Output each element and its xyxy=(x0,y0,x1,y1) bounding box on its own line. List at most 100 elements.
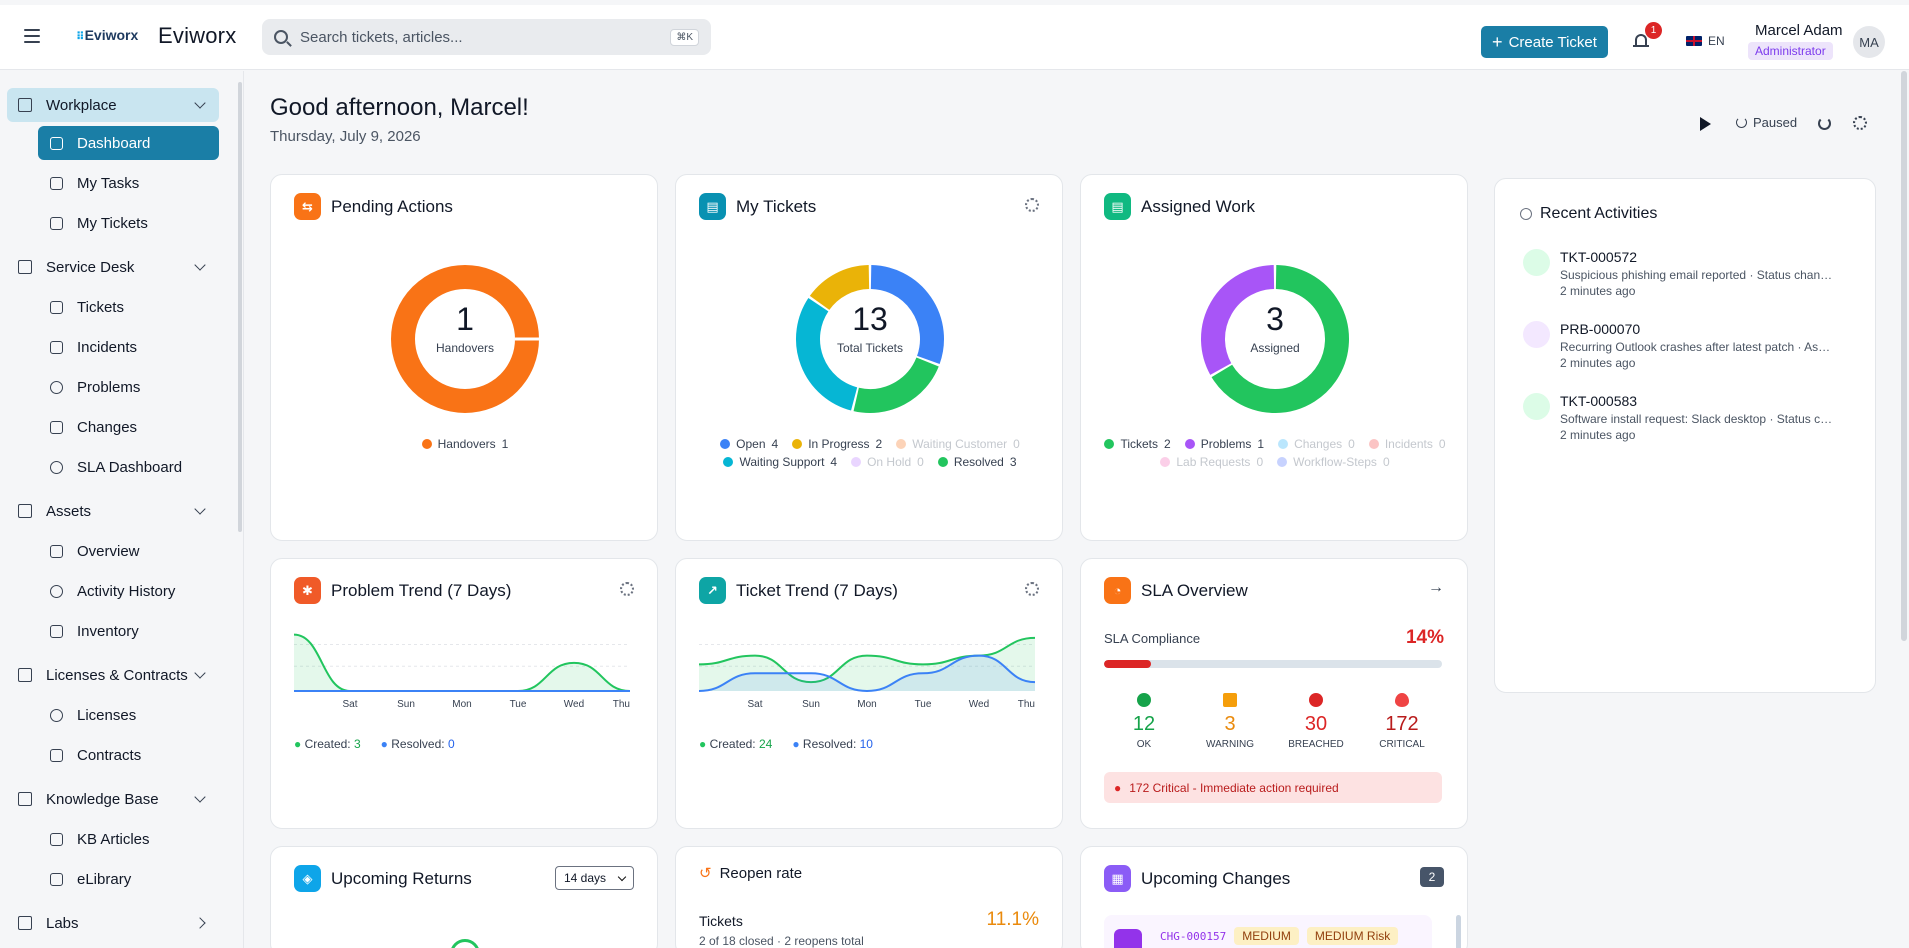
sidebar-item-my-tickets[interactable]: My Tickets xyxy=(38,206,219,240)
legend-item-changes[interactable]: Changes 0 xyxy=(1278,437,1355,451)
sidebar-item-kb-articles[interactable]: KB Articles xyxy=(38,822,219,856)
top-header: ⠿Eviworx Eviworx Search tickets, article… xyxy=(0,5,1909,70)
app-title: Eviworx xyxy=(158,23,237,48)
menu-toggle-icon[interactable] xyxy=(24,29,40,43)
reopen-rate-card: ↺ Reopen rate Tickets 11.1% 2 of 18 close… xyxy=(675,846,1063,948)
x-circle-icon xyxy=(1309,693,1323,707)
legend-item-resolved[interactable]: ● Resolved: 0 xyxy=(380,737,455,751)
sla-stat-warning[interactable]: 3 WARNING xyxy=(1200,693,1260,750)
donut-segment-handovers[interactable] xyxy=(391,265,539,413)
donut-segment-in-progress[interactable] xyxy=(809,265,870,311)
sidebar-item-overview[interactable]: Overview xyxy=(38,534,219,568)
sla-stat-critical[interactable]: 172 CRITICAL xyxy=(1372,693,1432,750)
x-tick-label: Tue xyxy=(915,699,932,710)
sla-stat-ok[interactable]: 12 OK xyxy=(1114,693,1174,750)
ticket-trend-chart: Sat Sun Mon Tue Wed Thu xyxy=(698,636,1036,710)
returns-range-select[interactable]: 14 days xyxy=(555,866,634,890)
x-tick-label: Thu xyxy=(1018,699,1035,710)
change-item[interactable]: CHG-000157 MEDIUM MEDIUM Risk xyxy=(1104,915,1432,948)
ticket-icon xyxy=(50,216,63,230)
donut-segment-tickets[interactable] xyxy=(1211,265,1349,413)
legend-item-incidents[interactable]: Incidents 0 xyxy=(1368,437,1446,451)
logo[interactable]: ⠿Eviworx xyxy=(76,27,139,43)
sidebar-group-assets[interactable]: Assets xyxy=(7,494,219,528)
legend-item-waiting-customer[interactable]: Waiting Customer 0 xyxy=(896,437,1020,451)
x-tick-label: Sun xyxy=(802,699,820,710)
language-switcher[interactable]: EN xyxy=(1686,34,1725,48)
donut-segment-resolved[interactable] xyxy=(853,357,939,413)
series-area-created xyxy=(294,634,630,691)
legend-item-lab-requests[interactable]: Lab Requests 0 xyxy=(1160,455,1263,469)
gear-icon[interactable] xyxy=(1025,198,1039,212)
user-role-badge: Administrator xyxy=(1748,42,1833,60)
sidebar-item-sla-dashboard[interactable]: SLA Dashboard xyxy=(38,450,219,484)
pending-actions-card: ⇆ Pending Actions 1 Handovers Handovers 1 xyxy=(270,174,658,541)
chart-legend: ● Created: 24 ● Resolved: 10 xyxy=(699,737,873,751)
search-bar[interactable]: Search tickets, articles... ⌘K xyxy=(262,19,711,55)
search-input[interactable]: Search tickets, articles... xyxy=(300,28,463,46)
legend-item-tickets[interactable]: Tickets 2 xyxy=(1104,437,1171,451)
key-icon xyxy=(18,668,32,682)
main-scrollbar[interactable] xyxy=(1901,71,1907,641)
sidebar-group-knowledge-base[interactable]: Knowledge Base xyxy=(7,782,219,816)
donut-segment-open[interactable] xyxy=(870,265,944,365)
create-ticket-button[interactable]: + Create Ticket xyxy=(1481,26,1608,58)
legend-item-open[interactable]: Open 4 xyxy=(720,437,778,451)
refresh-icon[interactable] xyxy=(1818,117,1831,130)
rotate-ccw-icon: ↺ xyxy=(699,865,712,882)
legend-item-problems[interactable]: Problems 1 xyxy=(1184,437,1264,451)
legend-item-on-hold[interactable]: On Hold 0 xyxy=(851,455,924,469)
my-tickets-donut xyxy=(796,265,944,413)
upcoming-returns-card: ◈ Upcoming Returns 14 days xyxy=(270,846,658,948)
donut-segment-problems[interactable] xyxy=(1201,265,1275,375)
sidebar-group-licenses[interactable]: Licenses & Contracts xyxy=(7,658,219,692)
upcoming-changes-card: ▦ Upcoming Changes 2 CHG-000157 MEDIUM ME… xyxy=(1080,846,1468,948)
legend-item-created[interactable]: ● Created: 3 xyxy=(294,737,361,751)
sidebar-item-dashboard[interactable]: Dashboard xyxy=(38,126,219,160)
avatar[interactable]: MA xyxy=(1853,26,1885,58)
legend-item[interactable]: Handovers 1 xyxy=(421,437,508,451)
chevron-down-icon xyxy=(194,791,206,803)
user-name[interactable]: Marcel Adam xyxy=(1755,22,1843,39)
legend-item-workflow-steps[interactable]: Workflow-Steps 0 xyxy=(1277,455,1390,469)
sla-stat-breached[interactable]: 30 BREACHED xyxy=(1286,693,1346,750)
gear-icon[interactable] xyxy=(620,582,634,596)
sidebar-item-inventory[interactable]: Inventory xyxy=(38,614,219,648)
legend-item-in-progress[interactable]: In Progress 2 xyxy=(792,437,882,451)
sidebar-group-workplace[interactable]: Workplace xyxy=(7,88,219,122)
sidebar-item-changes[interactable]: Changes xyxy=(38,410,219,444)
sidebar-group-labs[interactable]: Labs xyxy=(7,906,219,940)
legend-item-resolved[interactable]: ● Resolved: 10 xyxy=(792,737,873,751)
legend-item-resolved[interactable]: Resolved 3 xyxy=(937,455,1017,469)
sidebar-item-problems[interactable]: Problems xyxy=(38,370,219,404)
sidebar-item-contracts[interactable]: Contracts xyxy=(38,738,219,772)
sidebar-item-elibrary[interactable]: eLibrary xyxy=(38,862,219,896)
sidebar-item-my-tasks[interactable]: My Tasks xyxy=(38,166,219,200)
sidebar-item-licenses[interactable]: Licenses xyxy=(38,698,219,732)
sidebar-item-tickets[interactable]: Tickets xyxy=(38,290,219,324)
chevron-down-icon xyxy=(194,97,206,109)
cycle-icon xyxy=(1736,117,1747,128)
recent-activities-card: Recent Activities TKT-000572 Suspicious … xyxy=(1494,178,1876,693)
plus-icon: + xyxy=(1492,32,1503,52)
auto-refresh-toggle[interactable]: Paused xyxy=(1736,115,1797,130)
sidebar-item-incidents[interactable]: Incidents xyxy=(38,330,219,364)
gear-icon[interactable] xyxy=(1025,582,1039,596)
donut-center-value: 13 xyxy=(852,301,888,337)
legend-item-waiting-support[interactable]: Waiting Support 4 xyxy=(723,455,837,469)
bell-icon[interactable] xyxy=(1632,32,1650,50)
changes-scrollbar[interactable] xyxy=(1456,915,1461,948)
sla-critical-alert[interactable]: ● 172 Critical - Immediate action require… xyxy=(1104,772,1442,803)
play-icon[interactable] xyxy=(1700,117,1711,131)
sidebar-group-service-desk[interactable]: Service Desk xyxy=(7,250,219,284)
arrow-right-icon[interactable]: → xyxy=(1428,579,1444,596)
flask-icon xyxy=(18,916,32,930)
sidebar-item-activity-history[interactable]: Activity History xyxy=(38,574,219,608)
library-icon xyxy=(50,872,63,886)
sidebar-scrollbar[interactable] xyxy=(238,82,242,532)
legend-item-created[interactable]: ● Created: 24 xyxy=(699,737,773,751)
series-line-resolved[interactable] xyxy=(698,654,1036,693)
donut-segment-waiting-support[interactable] xyxy=(796,298,858,411)
gear-icon[interactable] xyxy=(1853,116,1867,130)
ticket-icon xyxy=(50,300,63,314)
